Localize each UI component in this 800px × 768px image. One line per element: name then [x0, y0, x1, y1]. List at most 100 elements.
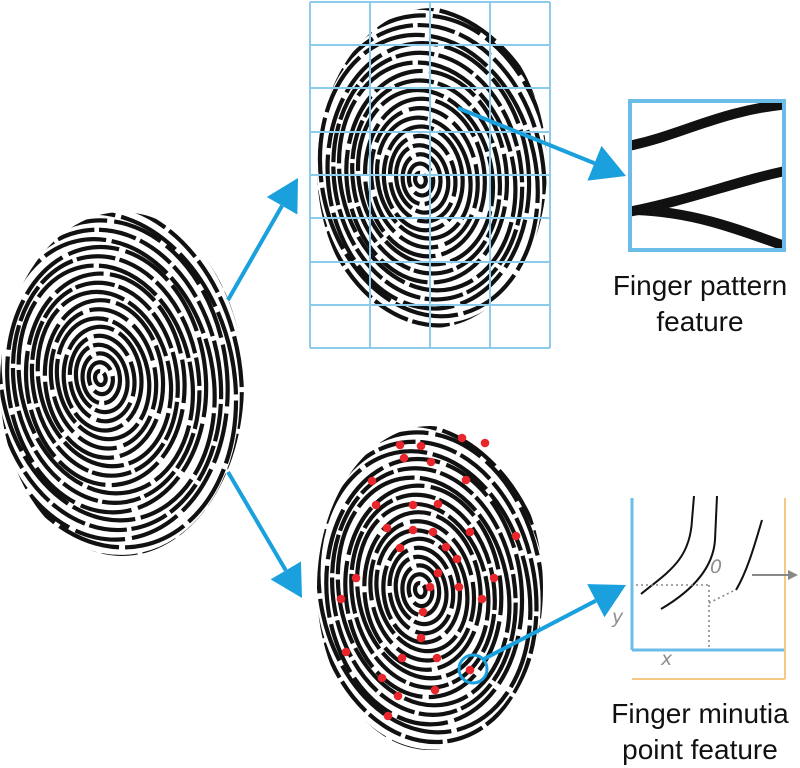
ridge-line: [374, 115, 473, 241]
minutia-dot: [416, 441, 426, 451]
ridge-line: [92, 369, 108, 388]
ridge-line: [16, 263, 195, 496]
ridge-line: [412, 170, 428, 189]
ridge-line: [325, 41, 532, 311]
minutia-dot: [430, 685, 440, 695]
ridge-line: [368, 519, 477, 663]
minutia-fingerprint: [317, 426, 543, 750]
minutia-dot: [377, 673, 387, 683]
ridge-line: [412, 581, 428, 600]
arrow-shaft: [226, 470, 288, 572]
ridge-line: [317, 430, 543, 750]
minutia-dot: [441, 542, 451, 552]
ridge-line: [343, 483, 504, 700]
minutia-dot: [351, 573, 361, 583]
ridge-line: [86, 360, 115, 397]
ridge-line: [0, 237, 217, 523]
minutia-dot: [416, 633, 426, 643]
minutia-dot: [393, 691, 403, 701]
ridge-line: [317, 22, 547, 328]
minutia-dot: [465, 527, 475, 537]
minutia-caption-line1: Finger minutia: [611, 698, 789, 729]
pattern-grid: [309, 1, 551, 349]
minutia-points: [336, 433, 521, 721]
ridge-line: [393, 554, 449, 627]
minutia-dot: [433, 499, 443, 509]
pattern-caption: Finger pattern feature: [600, 268, 800, 340]
minutia-caption-line2: point feature: [622, 734, 778, 765]
minutia-dot: [336, 594, 346, 604]
ridge-line: [54, 316, 152, 442]
ridge-line: [73, 342, 130, 415]
ridge-line: [317, 13, 547, 328]
ridge-line: [331, 50, 525, 302]
ridge-line: [0, 218, 230, 542]
arrow-icon: [266, 178, 298, 215]
ridge-line: [0, 227, 224, 533]
ridge-line: [23, 271, 187, 488]
minutia-dot: [383, 711, 393, 721]
x-axis-label: x: [661, 648, 673, 670]
arrows: [226, 106, 626, 662]
minutia-dot: [341, 647, 351, 657]
pattern-caption-line1: Finger pattern: [612, 270, 788, 301]
ridge-line: [400, 152, 443, 207]
arrow-icon: [270, 561, 302, 598]
ridge-line: [406, 161, 436, 198]
ridge-line: [368, 106, 480, 250]
ridge-line: [61, 324, 144, 433]
ridge-line: [330, 466, 518, 717]
pattern-zoom-box: [628, 99, 786, 252]
ridge-line: [35, 289, 174, 469]
left-fingerprint: [0, 212, 244, 556]
ridge-line: [317, 449, 533, 735]
ridge-line: [5, 244, 209, 515]
ridge-line: [335, 475, 512, 708]
minutia-dot: [382, 523, 392, 533]
minutia-dot: [408, 500, 418, 510]
minutia-dot: [454, 582, 464, 592]
arrow-icon: [587, 145, 626, 181]
minutia-dot: [395, 440, 405, 450]
highlighted-minutia-circle: [457, 653, 489, 685]
pattern-caption-line2: feature: [656, 306, 744, 337]
minutia-dot: [477, 594, 487, 604]
orientation-label: 0: [710, 556, 723, 578]
minutia-dot: [428, 527, 438, 537]
y-axis-label: y: [612, 606, 624, 628]
minutia-dot: [395, 543, 405, 553]
minutia-dot: [399, 453, 409, 463]
minutia-dot: [425, 582, 435, 592]
ridge-line: [362, 510, 483, 672]
minutia-dot: [452, 554, 462, 564]
minutia-dot: [367, 476, 377, 486]
ridge-line: [80, 351, 123, 406]
minutia-dot: [433, 568, 443, 578]
ridge-line: [48, 307, 159, 451]
minutia-dot: [397, 653, 407, 663]
minutia-dot: [489, 573, 499, 583]
ridge-line: [344, 68, 510, 285]
arrow-shaft: [481, 598, 597, 662]
ridge-line: [10, 254, 202, 505]
minutia-zoom-box: [630, 495, 798, 680]
minutia-dot: [426, 457, 436, 467]
ridge-line: [317, 32, 540, 319]
ridge-line: [67, 333, 137, 424]
arrow-shaft: [226, 204, 284, 301]
arrow-icon: [587, 584, 626, 618]
arrow-shaft: [457, 106, 596, 166]
ridge-line: [350, 78, 503, 276]
minutia-dot: [480, 438, 490, 448]
minutia-dot: [465, 665, 475, 675]
ridge-line: [29, 280, 180, 478]
minutia-dot: [408, 525, 418, 535]
minutia-caption: Finger minutia point feature: [600, 696, 800, 768]
ridge-line: [387, 545, 456, 636]
ridge-line: [42, 298, 166, 460]
minutia-dot: [457, 433, 467, 443]
ridge-line: [355, 501, 491, 681]
minutia-dot: [418, 607, 428, 617]
ridge-line: [324, 456, 525, 727]
